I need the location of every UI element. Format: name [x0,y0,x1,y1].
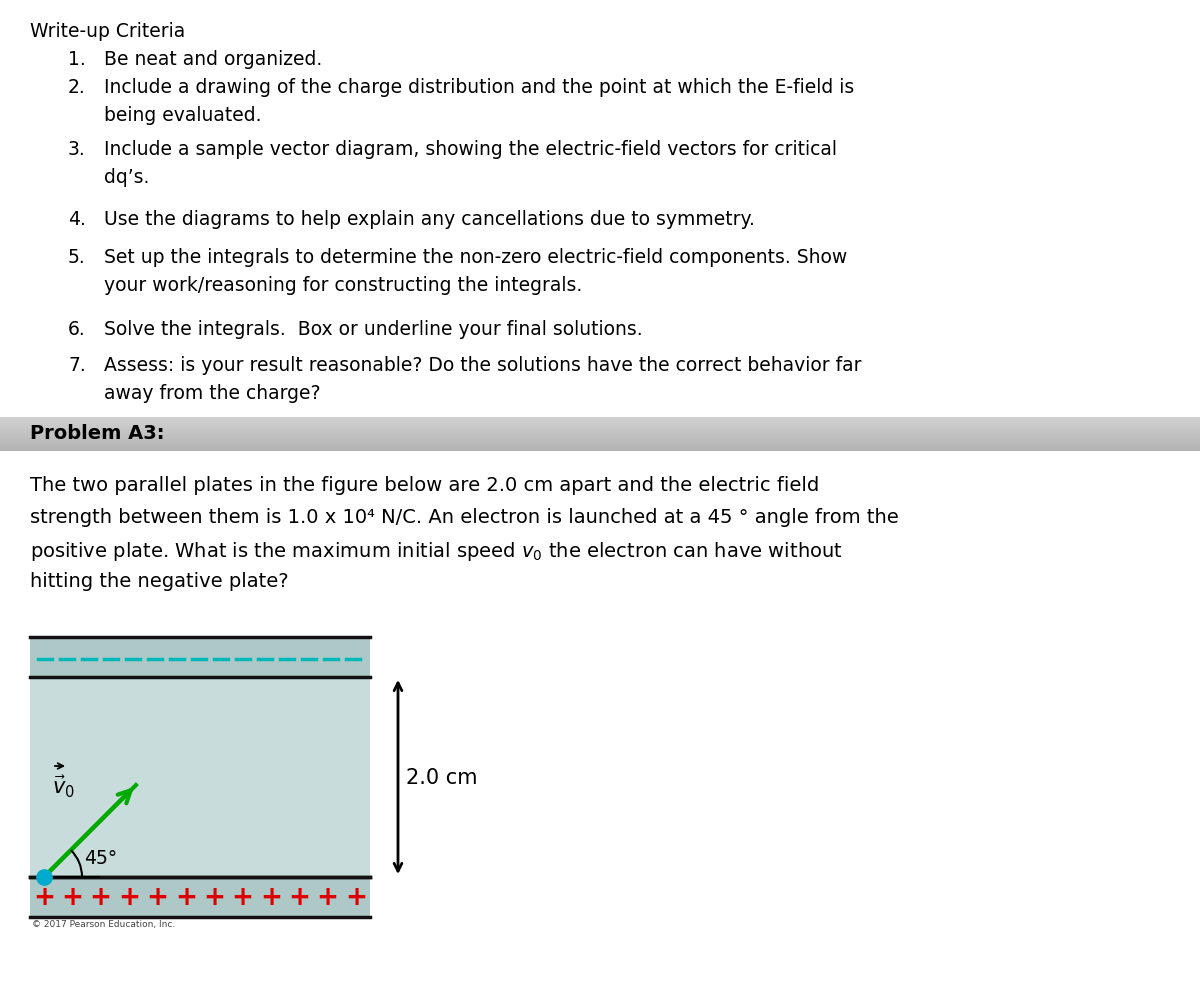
Bar [0,430,1200,431]
Bar [0,433,1200,434]
Bar [30,637,370,677]
Text: +: + [288,884,311,910]
Text: +: + [232,884,253,910]
Text: Assess: is your result reasonable? Do the solutions have the correct behavior fa: Assess: is your result reasonable? Do th… [104,356,862,403]
Bar [30,677,370,877]
Bar [0,449,1200,450]
Text: Problem A3:: Problem A3: [30,424,164,443]
Text: +: + [175,884,197,910]
Bar [0,441,1200,442]
Text: © 2017 Pearson Education, Inc.: © 2017 Pearson Education, Inc. [32,919,175,928]
Bar [0,420,1200,421]
Bar [0,418,1200,419]
Text: 6.: 6. [68,320,85,339]
Bar [0,431,1200,432]
Bar [0,423,1200,425]
Bar [0,448,1200,449]
Text: positive plate. What is the maximum initial speed $v_0$ the electron can have wi: positive plate. What is the maximum init… [30,539,842,562]
Text: +: + [61,884,83,910]
Text: Be neat and organized.: Be neat and organized. [104,50,323,69]
Bar [0,422,1200,424]
Text: 3.: 3. [68,140,85,159]
Bar [0,438,1200,440]
Text: hitting the negative plate?: hitting the negative plate? [30,571,289,590]
Text: Include a drawing of the charge distribution and the point at which the E-field : Include a drawing of the charge distribu… [104,78,854,125]
Bar [0,419,1200,420]
Text: Set up the integrals to determine the non-zero electric-field components. Show
y: Set up the integrals to determine the no… [104,247,847,295]
Bar [0,421,1200,423]
Text: +: + [346,884,367,910]
Text: $\vec{v}_0$: $\vec{v}_0$ [52,774,74,800]
Bar [0,427,1200,429]
Text: Include a sample vector diagram, showing the electric-field vectors for critical: Include a sample vector diagram, showing… [104,140,838,186]
Bar [0,421,1200,422]
Bar [0,427,1200,428]
Bar [0,432,1200,433]
Bar [0,425,1200,426]
Text: 2.: 2. [68,78,85,97]
Bar [0,445,1200,447]
Text: 7.: 7. [68,356,85,375]
Bar [0,442,1200,443]
Text: strength between them is 1.0 x 10⁴ N/C. An electron is launched at a 45 ° angle : strength between them is 1.0 x 10⁴ N/C. … [30,507,899,526]
Bar [0,449,1200,451]
Bar [0,444,1200,446]
Text: +: + [34,884,55,910]
Text: +: + [317,884,338,910]
Text: +: + [260,884,282,910]
Text: 5.: 5. [68,247,85,267]
Bar [0,447,1200,448]
Bar [0,440,1200,441]
Text: 1.: 1. [68,50,85,69]
Bar [0,424,1200,425]
Bar [0,443,1200,444]
Text: Solve the integrals.  Box or underline your final solutions.: Solve the integrals. Box or underline yo… [104,320,643,339]
Text: +: + [203,884,226,910]
Bar [0,435,1200,436]
Text: 4.: 4. [68,209,86,228]
Bar [0,450,1200,452]
Bar [0,444,1200,445]
Bar [0,426,1200,427]
Bar [0,436,1200,437]
Bar [0,428,1200,430]
Text: 2.0 cm: 2.0 cm [406,768,478,788]
Text: Use the diagrams to help explain any cancellations due to symmetry.: Use the diagrams to help explain any can… [104,209,755,228]
Bar [30,877,370,917]
Text: 45°: 45° [84,848,118,867]
Bar [0,429,1200,430]
Text: +: + [146,884,168,910]
Text: Write-up Criteria: Write-up Criteria [30,22,185,41]
Bar [0,446,1200,447]
Text: The two parallel plates in the figure below are 2.0 cm apart and the electric fi: The two parallel plates in the figure be… [30,476,820,495]
Bar [0,439,1200,441]
Bar [0,433,1200,435]
Bar [0,417,1200,419]
Bar [0,438,1200,439]
Bar [0,434,1200,436]
Bar [0,437,1200,438]
Text: +: + [90,884,112,910]
Text: +: + [118,884,140,910]
